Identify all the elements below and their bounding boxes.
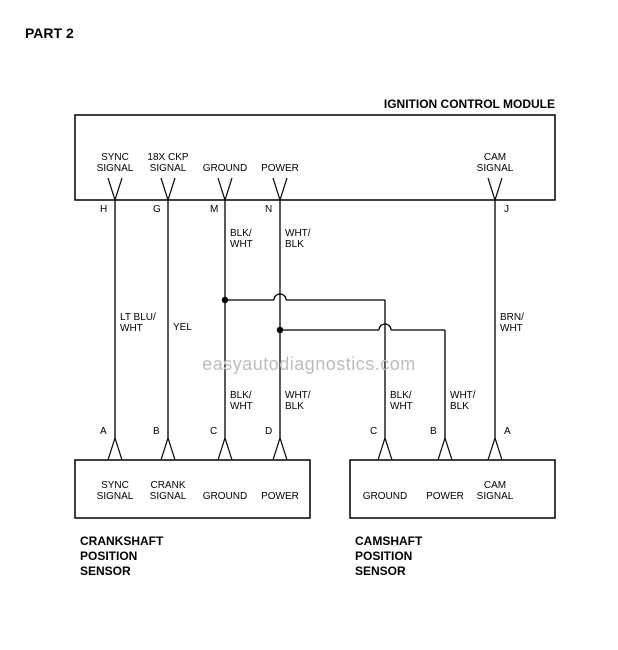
cam-sensor-box xyxy=(350,460,555,518)
wire-labels: LT BLU/WHT YEL BLK/WHT WHT/BLK BLK/WHT W… xyxy=(120,228,524,412)
svg-text:WHT/BLK: WHT/BLK xyxy=(285,228,311,250)
svg-text:M: M xyxy=(210,204,218,215)
svg-text:B: B xyxy=(430,426,437,437)
svg-text:POWER: POWER xyxy=(261,163,299,174)
svg-text:N: N xyxy=(265,204,272,215)
svg-text:WHT/BLK: WHT/BLK xyxy=(450,390,476,412)
svg-text:C: C xyxy=(370,426,377,437)
svg-text:CAMSIGNAL: CAMSIGNAL xyxy=(477,152,514,174)
crank-pin-labels: SYNCSIGNAL CRANKSIGNAL GROUND POWER xyxy=(97,480,299,502)
svg-text:B: B xyxy=(153,426,160,437)
module-title: IGNITION CONTROL MODULE xyxy=(384,97,555,111)
sensor-pin-ids: A B C D C B A xyxy=(100,426,511,437)
svg-text:GROUND: GROUND xyxy=(203,491,247,502)
svg-text:POWER: POWER xyxy=(426,491,464,502)
svg-text:LT BLU/WHT: LT BLU/WHT xyxy=(120,312,156,334)
svg-text:GROUND: GROUND xyxy=(363,491,407,502)
watermark: easyautodiagnostics.com xyxy=(202,354,416,374)
cam-pin-labels: GROUND POWER CAMSIGNAL xyxy=(363,480,514,502)
svg-text:BLK/WHT: BLK/WHT xyxy=(230,390,253,412)
svg-text:BLK/WHT: BLK/WHT xyxy=(390,390,413,412)
svg-text:H: H xyxy=(100,204,107,215)
sensor-terminals xyxy=(108,438,502,460)
splice-power xyxy=(277,327,283,333)
svg-text:BRN/WHT: BRN/WHT xyxy=(500,312,524,334)
svg-text:C: C xyxy=(210,426,217,437)
cam-sensor-title: CAMSHAFTPOSITIONSENSOR xyxy=(355,534,423,578)
svg-text:GROUND: GROUND xyxy=(203,163,247,174)
svg-text:BLK/WHT: BLK/WHT xyxy=(230,228,253,250)
svg-text:CRANKSIGNAL: CRANKSIGNAL xyxy=(150,480,187,502)
svg-text:A: A xyxy=(504,426,511,437)
svg-text:G: G xyxy=(153,204,161,215)
svg-text:18X CKPSIGNAL: 18X CKPSIGNAL xyxy=(147,152,188,174)
svg-text:SYNCSIGNAL: SYNCSIGNAL xyxy=(97,152,134,174)
module-pin-ids: H G M N J xyxy=(100,204,509,215)
svg-text:A: A xyxy=(100,426,107,437)
module-terminals xyxy=(108,178,502,200)
svg-text:J: J xyxy=(504,204,509,215)
splice-ground xyxy=(222,297,228,303)
page-title: PART 2 xyxy=(25,25,74,41)
crank-sensor-title: CRANKSHAFTPOSITIONSENSOR xyxy=(80,534,164,578)
svg-text:D: D xyxy=(265,426,272,437)
module-pin-labels: SYNCSIGNAL 18X CKPSIGNAL GROUND POWER CA… xyxy=(97,152,514,174)
svg-text:POWER: POWER xyxy=(261,491,299,502)
wiring-diagram: PART 2 IGNITION CONTROL MODULE SYNCSIGNA… xyxy=(0,0,618,650)
svg-text:WHT/BLK: WHT/BLK xyxy=(285,390,311,412)
svg-text:SYNCSIGNAL: SYNCSIGNAL xyxy=(97,480,134,502)
svg-text:CAMSIGNAL: CAMSIGNAL xyxy=(477,480,514,502)
svg-text:YEL: YEL xyxy=(173,322,192,333)
